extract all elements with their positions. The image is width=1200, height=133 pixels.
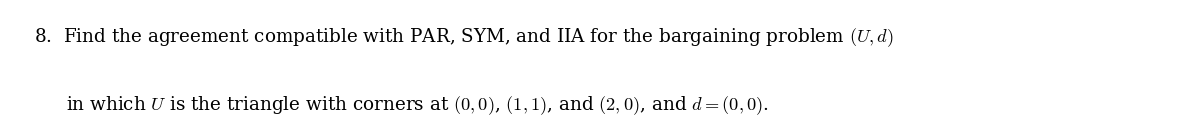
Text: 8.  Find the agreement compatible with PAR, SYM, and IIA for the bargaining prob: 8. Find the agreement compatible with PA… (34, 27, 894, 49)
Text: in which $U$ is the triangle with corners at $(0, 0)$, $(1, 1)$, and $(2, 0)$, a: in which $U$ is the triangle with corner… (66, 94, 769, 117)
